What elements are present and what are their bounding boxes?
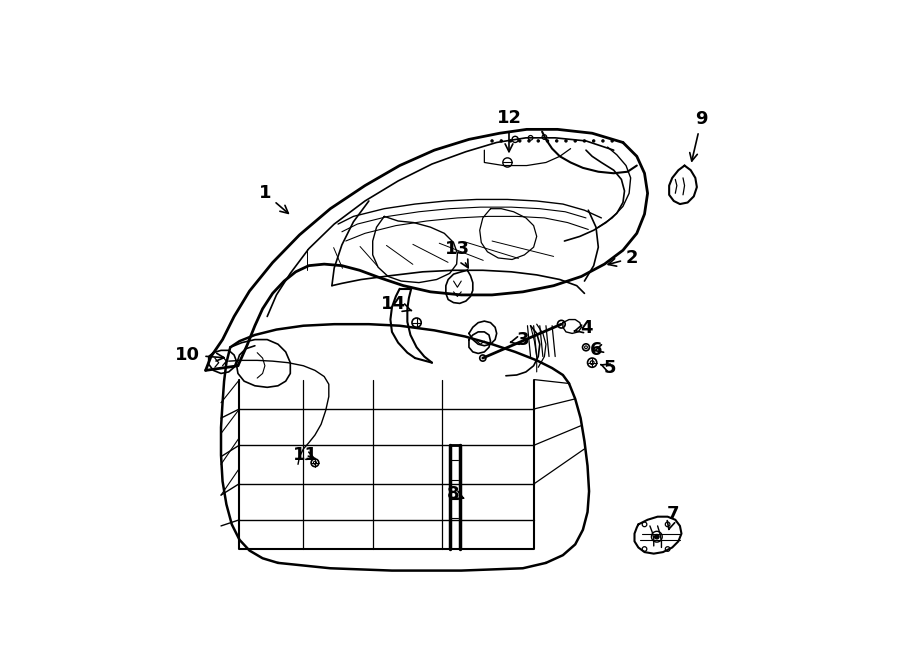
Circle shape: [654, 534, 659, 539]
Circle shape: [528, 139, 530, 142]
Text: 6: 6: [590, 341, 604, 360]
Text: 2: 2: [608, 249, 638, 267]
Circle shape: [611, 139, 613, 142]
Circle shape: [565, 139, 567, 142]
Text: 5: 5: [600, 359, 617, 377]
Circle shape: [602, 139, 604, 142]
Circle shape: [592, 139, 595, 142]
Text: 4: 4: [574, 319, 592, 337]
Circle shape: [555, 139, 558, 142]
Text: 13: 13: [445, 240, 470, 268]
Text: 9: 9: [689, 110, 707, 161]
Circle shape: [574, 139, 576, 142]
Text: 10: 10: [176, 346, 224, 364]
Text: 7: 7: [667, 506, 680, 529]
Circle shape: [546, 139, 549, 142]
Text: 8: 8: [447, 485, 464, 502]
Text: 3: 3: [510, 330, 529, 348]
Circle shape: [518, 139, 521, 142]
Circle shape: [509, 139, 512, 142]
Circle shape: [583, 139, 586, 142]
Text: 1: 1: [258, 184, 288, 214]
Text: 11: 11: [293, 446, 319, 464]
Text: 14: 14: [381, 295, 411, 313]
Circle shape: [491, 139, 493, 142]
Circle shape: [537, 139, 539, 142]
Circle shape: [500, 139, 502, 142]
Text: 12: 12: [497, 109, 521, 151]
